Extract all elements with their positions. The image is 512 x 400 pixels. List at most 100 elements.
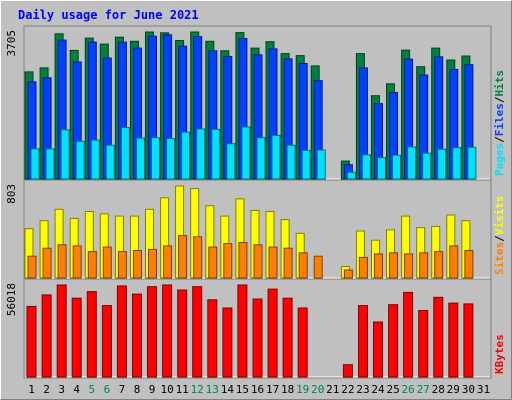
legend-visits: Sites/Visits xyxy=(493,196,506,276)
bar-sites-day-19 xyxy=(298,252,308,279)
legend-kbytes: KBytes xyxy=(493,334,506,374)
bar-pages-day-20 xyxy=(316,149,326,180)
bar-kbytes-day-7 xyxy=(116,285,127,378)
bar-kbytes-day-28 xyxy=(433,296,444,378)
bar-pages-day-18 xyxy=(286,144,296,180)
bar-sites-day-10 xyxy=(163,245,173,279)
x-tick-label-day-31: 31 xyxy=(477,383,490,396)
bar-kbytes-day-9 xyxy=(147,286,157,378)
x-tick-label-day-8: 8 xyxy=(134,383,141,396)
bar-kbytes-day-19 xyxy=(297,307,308,378)
bar-pages-day-14 xyxy=(226,143,236,180)
panel-visits: 803 Sites/Visits xyxy=(5,179,506,280)
bar-sites-day-28 xyxy=(434,251,444,279)
bar-sites-day-23 xyxy=(358,256,368,279)
bar-kbytes-day-1 xyxy=(26,305,37,378)
x-tick-label-day-19: 19 xyxy=(296,383,309,396)
y-max-label-visits: 803 xyxy=(5,184,18,204)
x-tick-label-day-15: 15 xyxy=(236,383,249,396)
bar-sites-day-1 xyxy=(27,255,37,279)
bar-kbytes-day-23 xyxy=(358,305,368,378)
bar-sites-day-4 xyxy=(72,245,82,279)
legend-entry-sites: Sites xyxy=(493,242,506,275)
bar-sites-day-27 xyxy=(419,252,429,279)
y-max-label-hits: 3705 xyxy=(5,30,18,57)
bar-pages-day-17 xyxy=(271,134,281,180)
x-tick-label-day-18: 18 xyxy=(281,383,294,396)
bar-pages-day-3 xyxy=(60,129,70,180)
bar-kbytes-day-16 xyxy=(252,298,263,378)
x-axis-day-labels: 1 2 3 4 5 6 7 8 9 10 11 12 13 14 15 16 17 18 19 20 21 22 23 24 2… xyxy=(28,383,490,396)
bar-kbytes-day-10 xyxy=(162,284,173,378)
bar-kbytes-day-5 xyxy=(86,291,97,378)
legend-separator: / xyxy=(493,96,506,103)
legend-entry-hits: Hits xyxy=(493,70,506,97)
x-tick-label-day-30: 30 xyxy=(462,383,475,396)
bar-kbytes-day-8 xyxy=(132,293,142,378)
legend-separator: / xyxy=(493,235,506,242)
bar-kbytes-day-26 xyxy=(403,291,414,378)
bar-sites-day-3 xyxy=(57,244,67,279)
x-tick-label-day-23: 23 xyxy=(356,383,369,396)
bar-pages-day-19 xyxy=(301,149,311,180)
x-tick-label-day-1: 1 xyxy=(28,383,35,396)
x-tick-label-day-24: 24 xyxy=(371,383,385,396)
bar-kbytes-day-25 xyxy=(388,304,399,378)
bar-sites-day-6 xyxy=(102,246,112,279)
bar-sites-day-20 xyxy=(313,255,323,279)
bar-pages-day-10 xyxy=(166,138,176,180)
panel-frame-kbytes xyxy=(23,278,492,379)
bar-sites-day-7 xyxy=(117,251,127,279)
bar-pages-day-7 xyxy=(120,126,130,180)
x-tick-label-day-28: 28 xyxy=(432,383,445,396)
bar-sites-day-25 xyxy=(389,252,398,279)
bar-pages-day-8 xyxy=(136,137,145,180)
series-hits-pages xyxy=(30,126,477,180)
bar-sites-day-17 xyxy=(268,246,278,279)
bar-pages-day-5 xyxy=(90,139,100,180)
bar-sites-day-24 xyxy=(374,253,383,279)
bar-pages-day-6 xyxy=(105,144,115,180)
bar-sites-day-12 xyxy=(193,236,203,279)
x-tick-label-day-26: 26 xyxy=(401,383,414,396)
series-hits-files xyxy=(27,34,474,180)
bar-kbytes-day-12 xyxy=(192,286,203,378)
bar-pages-day-29 xyxy=(452,147,462,180)
bar-pages-day-26 xyxy=(407,146,417,180)
bar-pages-day-22 xyxy=(346,171,356,180)
bar-pages-day-16 xyxy=(256,137,266,180)
x-tick-label-day-11: 11 xyxy=(176,383,189,396)
bar-sites-day-30 xyxy=(464,250,474,279)
bar-kbytes-day-3 xyxy=(56,284,67,378)
bar-pages-day-4 xyxy=(75,140,85,180)
x-tick-label-day-5: 5 xyxy=(88,383,95,396)
bar-pages-day-25 xyxy=(392,154,401,180)
chart-title: Daily usage for June 2021 xyxy=(18,8,199,22)
bar-pages-day-11 xyxy=(181,131,191,180)
legend-separator: / xyxy=(493,136,506,143)
bar-sites-day-11 xyxy=(178,235,188,279)
bar-sites-day-16 xyxy=(253,244,263,279)
bar-kbytes-day-14 xyxy=(222,307,233,378)
legend-entry-files: Files xyxy=(493,103,506,136)
x-tick-label-day-17: 17 xyxy=(266,383,279,396)
bar-pages-day-1 xyxy=(30,148,40,180)
bar-sites-day-15 xyxy=(238,242,248,279)
y-max-label-kbytes: 56018 xyxy=(5,283,18,316)
bar-kbytes-day-29 xyxy=(448,302,459,378)
x-tick-label-day-6: 6 xyxy=(104,383,111,396)
bar-sites-day-14 xyxy=(223,243,233,279)
legend-hits: Pages/Files/Hits xyxy=(493,70,506,176)
bar-pages-day-12 xyxy=(196,128,206,180)
bar-pages-day-13 xyxy=(211,128,221,180)
x-tick-label-day-3: 3 xyxy=(58,383,65,396)
bar-kbytes-day-18 xyxy=(282,297,293,378)
bar-sites-day-22 xyxy=(343,269,353,279)
series-visits-sites xyxy=(27,235,474,279)
x-tick-label-day-20: 20 xyxy=(311,383,324,396)
series-kbytes-kbytes xyxy=(26,284,474,378)
x-tick-label-day-14: 14 xyxy=(221,383,235,396)
x-tick-label-day-16: 16 xyxy=(251,383,264,396)
x-tick-label-day-7: 7 xyxy=(119,383,126,396)
